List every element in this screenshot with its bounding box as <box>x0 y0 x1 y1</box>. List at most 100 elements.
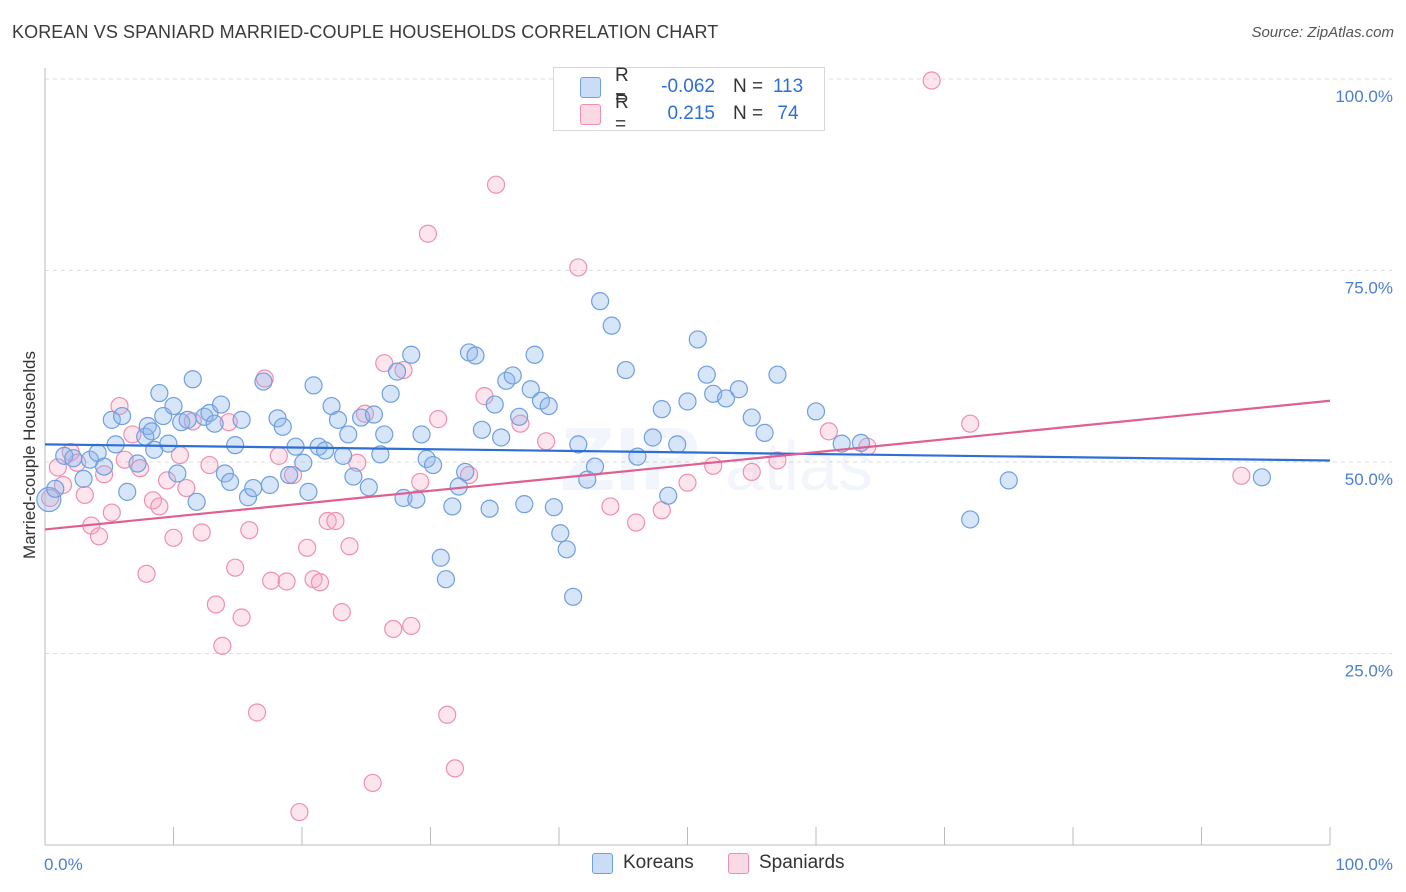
korean-point <box>150 383 169 403</box>
korean-point <box>112 406 132 426</box>
korean-point <box>961 510 980 529</box>
korean-point <box>238 488 258 507</box>
legend-label: Spaniards <box>759 852 845 873</box>
korean-point <box>678 392 697 411</box>
korean-point <box>168 464 187 483</box>
x-tick-label: 100.0% <box>1335 855 1393 874</box>
source-credit: Source: ZipAtlas.com <box>1251 24 1394 41</box>
korean-point <box>273 417 292 436</box>
korean-point <box>510 407 529 426</box>
spaniard-point <box>486 175 506 194</box>
korean-point <box>220 472 240 492</box>
korean-point <box>716 389 736 408</box>
korean-point <box>232 410 251 429</box>
spaniard-point <box>394 360 413 380</box>
spaniard-point <box>75 485 94 505</box>
korean-point <box>423 455 443 475</box>
korean-point <box>387 362 407 381</box>
spaniard-point <box>429 410 448 429</box>
spaniard-point <box>742 462 761 482</box>
korean-point <box>64 449 83 468</box>
spaniard-point <box>961 414 980 433</box>
spaniard-point <box>206 595 226 614</box>
korean-point <box>244 478 263 498</box>
korean-point <box>375 425 394 444</box>
korean-point <box>1252 468 1271 487</box>
korean-point <box>95 457 114 476</box>
korean-point <box>668 435 687 454</box>
y-tick-label: 75.0% <box>1345 279 1393 298</box>
korean-point <box>643 428 662 447</box>
spaniard-point <box>601 497 620 516</box>
korean-point <box>254 372 273 391</box>
korean-point <box>36 486 62 513</box>
korean-point <box>544 498 563 517</box>
korean-point <box>226 436 245 455</box>
korean-point <box>118 482 137 501</box>
korean-point <box>539 396 558 416</box>
korean-point <box>832 434 851 453</box>
spaniard-point <box>569 258 588 277</box>
spaniard-point <box>626 513 646 532</box>
korean-point <box>485 395 504 414</box>
spaniard-point <box>164 528 183 547</box>
korean-point <box>211 395 231 414</box>
spaniard-point <box>375 354 394 373</box>
korean-point <box>159 434 178 453</box>
korean-point <box>591 292 610 311</box>
x-tick-label: 0.0% <box>44 855 83 874</box>
r-label: R = <box>615 65 629 108</box>
korean-point <box>569 435 588 454</box>
korean-point <box>205 414 224 433</box>
spaniard-point <box>402 616 421 636</box>
korean-point <box>260 475 279 495</box>
korean-point <box>616 360 635 380</box>
spaniard-point <box>247 703 267 722</box>
korean-point <box>316 441 335 460</box>
korean-point <box>359 478 378 497</box>
y-tick-label: 100.0% <box>1335 87 1393 106</box>
korean-point <box>74 469 93 488</box>
korean-trend-line <box>44 443 1331 462</box>
korean-point <box>402 345 421 364</box>
spaniard-point <box>363 773 382 793</box>
grid-lines <box>45 78 1392 654</box>
korean-point <box>381 384 400 403</box>
korean-point <box>334 446 353 465</box>
spaniard-point <box>418 224 438 243</box>
korean-point <box>187 492 206 511</box>
korean-point <box>183 370 202 389</box>
spaniard-trend-line <box>44 399 1331 531</box>
spaniard-point <box>89 527 109 546</box>
legend-row-spaniards: R = 0.215 N = 74 <box>580 92 811 135</box>
spaniard-point <box>445 759 465 778</box>
spaniards-swatch <box>728 852 749 874</box>
spaniard-point <box>150 497 169 516</box>
trend-lines <box>44 399 1331 531</box>
spaniard-point <box>192 523 211 542</box>
korean-point <box>371 445 390 464</box>
y-axis-label: Married-couple Households <box>20 351 39 559</box>
korean-point <box>768 365 787 384</box>
spaniard-point <box>1232 466 1251 485</box>
spaniard-point <box>240 521 259 540</box>
spaniard-point <box>537 432 556 451</box>
legend-item-spaniards[interactable]: Spaniards <box>728 852 845 874</box>
korean-point <box>46 479 65 498</box>
spaniard-point <box>310 573 330 592</box>
korean-point <box>466 346 485 365</box>
korean-point <box>344 467 363 486</box>
spaniard-point <box>704 456 723 475</box>
korean-point <box>557 540 576 559</box>
spaniard-point <box>200 455 219 475</box>
spaniard-point <box>262 571 281 590</box>
korean-point <box>364 405 384 424</box>
spaniard-point <box>819 422 838 441</box>
spaniards-swatch <box>580 103 601 125</box>
korean-point <box>503 366 522 385</box>
legend-item-koreans[interactable]: Koreans <box>592 852 694 874</box>
n-label: N = <box>733 103 764 124</box>
korean-point <box>525 345 544 364</box>
korean-point <box>755 423 774 442</box>
n-label: N = <box>733 76 764 97</box>
